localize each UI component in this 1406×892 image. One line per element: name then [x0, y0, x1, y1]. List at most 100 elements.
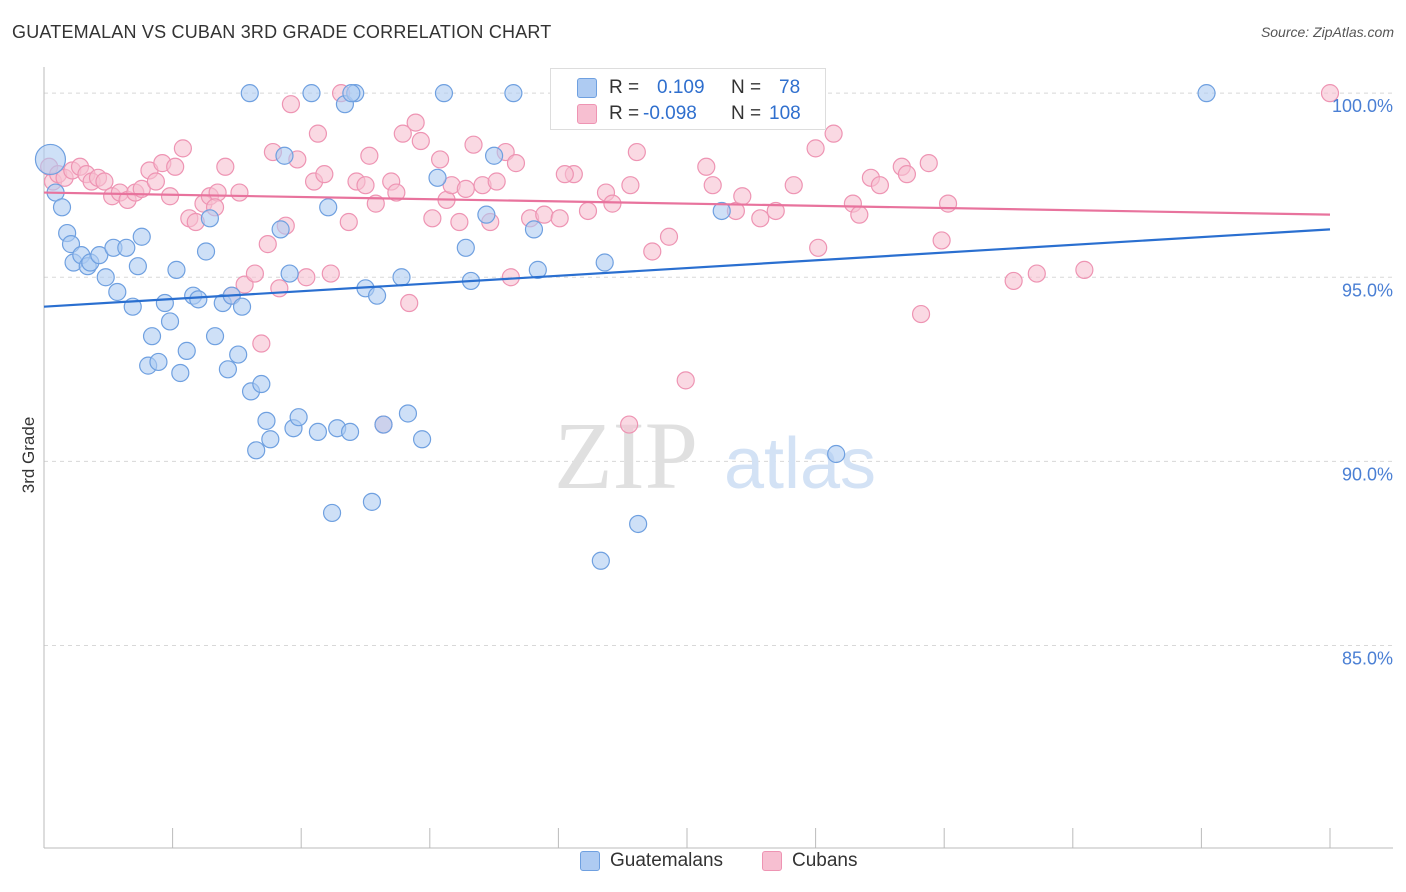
point-cubans: [627, 142, 646, 162]
point-cubans: [938, 194, 958, 213]
point-guatemalans: [412, 430, 432, 449]
point-cubans: [450, 212, 469, 232]
source-credit: Source: ZipAtlas.com: [1260, 24, 1394, 40]
y-tick-label: 85.0%: [1342, 648, 1393, 668]
point-cubans: [897, 165, 917, 184]
point-guatemalans: [117, 238, 136, 257]
point-cubans: [411, 131, 430, 151]
r-value: -0.098: [643, 103, 697, 124]
point-guatemalans: [1197, 84, 1216, 103]
point-guatemalans: [160, 312, 180, 331]
point-guatemalans: [34, 143, 67, 176]
point-guatemalans: [52, 198, 72, 217]
point-guatemalans: [629, 514, 648, 534]
point-cubans: [216, 157, 235, 176]
point-cubans: [252, 334, 271, 353]
point-guatemalans: [456, 238, 475, 257]
point-guatemalans: [171, 363, 190, 383]
point-guatemalans: [200, 209, 219, 228]
r-label: R =: [609, 103, 640, 124]
point-cubans: [360, 146, 379, 165]
point-guatemalans: [218, 360, 237, 379]
y-axis-title: 3rd Grade: [19, 417, 38, 494]
blue-swatch-icon: [580, 851, 600, 871]
point-guatemalans: [319, 198, 338, 217]
point-cubans: [676, 371, 695, 390]
point-guatemalans: [712, 201, 731, 221]
point-cubans: [850, 205, 869, 224]
point-cubans: [784, 176, 803, 195]
point-cubans: [315, 165, 334, 184]
point-guatemalans: [308, 422, 328, 442]
point-cubans: [703, 176, 722, 195]
point-guatemalans: [232, 297, 252, 316]
point-cubans: [766, 201, 785, 221]
chart-title: GUATEMALAN VS CUBAN 3RD GRADE CORRELATIO…: [12, 22, 552, 42]
point-guatemalans: [132, 227, 151, 246]
point-guatemalans: [367, 286, 387, 305]
point-cubans: [423, 209, 442, 228]
n-value: 108: [769, 103, 801, 124]
point-guatemalans: [340, 422, 360, 442]
y-tick-label: 95.0%: [1342, 280, 1393, 300]
point-guatemalans: [477, 205, 496, 224]
point-guatemalans: [240, 84, 259, 103]
point-cubans: [308, 124, 328, 143]
trend-line-cubans: [43, 191, 1331, 216]
point-guatemalans: [205, 327, 225, 346]
legend-item-cubans[interactable]: Cubans: [762, 850, 858, 872]
n-label: N =: [731, 77, 762, 98]
point-cubans: [281, 95, 301, 114]
point-cubans: [230, 183, 249, 202]
point-cubans: [245, 264, 265, 283]
point-guatemalans: [392, 268, 411, 287]
point-cubans: [550, 209, 569, 228]
point-cubans: [160, 187, 180, 206]
stats-row-cubans: R = -0.098 N = 108: [551, 100, 827, 128]
point-guatemalans: [108, 282, 127, 302]
point-guatemalans: [342, 84, 361, 103]
point-cubans: [911, 304, 931, 324]
pink-swatch-icon: [577, 104, 597, 124]
point-guatemalans: [827, 444, 846, 464]
point-guatemalans: [189, 290, 208, 309]
point-cubans: [1075, 260, 1094, 279]
n-value: 78: [779, 77, 801, 98]
point-cubans: [146, 172, 165, 191]
point-cubans: [406, 113, 425, 132]
point-cubans: [659, 227, 679, 246]
legend-item-guatemalans[interactable]: Guatemalans: [580, 850, 723, 872]
stats-row-guatemalans: R = 0.109 N = 78: [551, 74, 827, 102]
point-guatemalans: [428, 168, 447, 187]
point-guatemalans: [275, 146, 294, 165]
point-cubans: [506, 154, 526, 173]
point-cubans: [809, 238, 828, 257]
point-cubans: [430, 150, 450, 169]
y-tick-label: 90.0%: [1342, 464, 1393, 484]
trend-lines: [43, 191, 1331, 308]
point-cubans: [1027, 264, 1046, 283]
point-cubans: [166, 157, 185, 176]
point-cubans: [400, 293, 419, 313]
r-label: R =: [609, 77, 640, 98]
point-cubans: [387, 183, 406, 202]
point-guatemalans: [261, 430, 280, 449]
point-cubans: [270, 279, 289, 298]
r-value: 0.109: [657, 77, 705, 98]
point-cubans: [258, 235, 277, 254]
legend-label: Cubans: [792, 850, 858, 871]
y-tick-label: 100.0%: [1332, 96, 1393, 116]
point-cubans: [932, 231, 951, 250]
point-guatemalans: [398, 404, 418, 423]
point-guatemalans: [196, 242, 216, 261]
point-cubans: [356, 176, 375, 195]
point-guatemalans: [167, 260, 186, 279]
point-cubans: [733, 187, 752, 206]
point-cubans: [751, 209, 770, 228]
point-cubans: [824, 124, 843, 143]
point-guatemalans: [374, 415, 393, 434]
point-cubans: [535, 205, 554, 224]
point-guatemalans: [591, 551, 610, 570]
point-guatemalans: [524, 220, 544, 239]
stats-legend: R = 0.109 N = 78 R = -0.098 N = 108: [550, 68, 826, 130]
